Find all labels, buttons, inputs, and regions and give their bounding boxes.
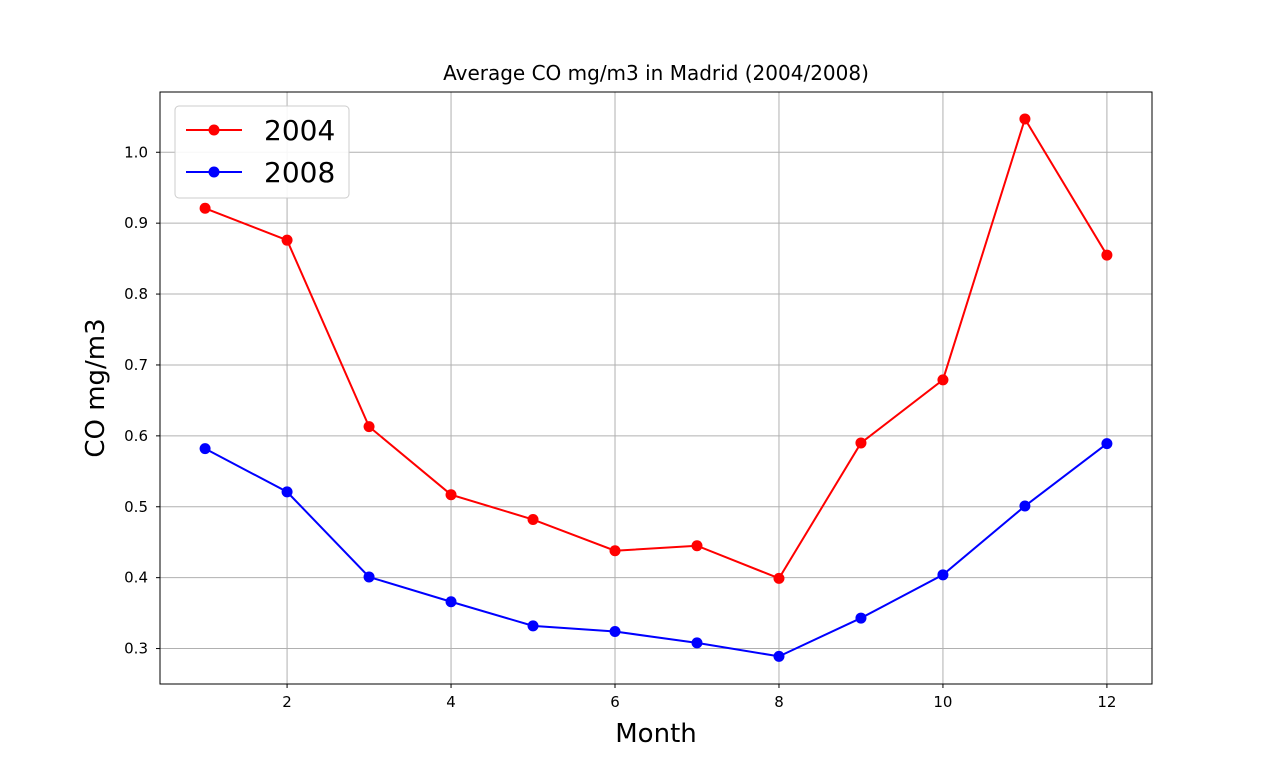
series-2008 — [199, 438, 1113, 662]
data-point-2004 — [691, 540, 703, 552]
data-point-2004 — [609, 545, 621, 557]
data-point-2004 — [1019, 113, 1031, 125]
axis-ticks: 2 4 6 8 10 12 0.3 0.4 0.5 0.6 0.7 0.8 0.9 1.0 — [124, 143, 1116, 711]
data-point-2004 — [445, 489, 457, 501]
data-point-2008 — [445, 596, 457, 608]
y-axis-label: CO mg/m3 — [81, 318, 111, 457]
data-point-2004 — [281, 234, 293, 246]
data-point-2008 — [281, 486, 293, 498]
legend-items: 2004 2008 — [186, 114, 335, 189]
y-tick-label: 0.6 — [124, 427, 148, 445]
data-point-2004 — [1101, 249, 1113, 261]
legend-marker-2004 — [208, 124, 220, 136]
legend: 2004 2008 — [174, 105, 350, 199]
chart-title: Average CO mg/m3 in Madrid (2004/2008) — [443, 61, 869, 85]
series-2004 — [199, 113, 1113, 584]
y-tick-label: 0.8 — [124, 285, 148, 303]
data-point-2008 — [691, 637, 703, 649]
series-line-2008 — [204, 442, 1108, 658]
legend-marker-2008 — [208, 166, 220, 178]
legend-label-2004: 2004 — [264, 114, 335, 147]
y-tick-label: 0.9 — [124, 214, 148, 232]
data-point-2004 — [855, 437, 867, 449]
grid-lines — [160, 92, 1152, 684]
x-tick-label: 8 — [774, 693, 784, 711]
y-tick-label: 0.5 — [124, 498, 148, 516]
plot-frame — [159, 91, 1153, 685]
data-point-2008 — [1101, 438, 1113, 450]
data-point-2008 — [937, 569, 949, 581]
data-point-2004 — [199, 202, 211, 214]
y-tick-label: 1.0 — [124, 143, 148, 161]
data-point-2004 — [937, 374, 949, 386]
y-tick-label: 0.7 — [124, 356, 148, 374]
x-tick-label: 12 — [1097, 693, 1116, 711]
x-axis-label: Month — [615, 719, 697, 749]
data-point-2008 — [363, 571, 375, 583]
data-point-2008 — [527, 620, 539, 632]
series-line-2004 — [204, 116, 1108, 580]
data-point-2008 — [609, 626, 621, 638]
legend-label-2008: 2008 — [264, 156, 335, 189]
data-point-2004 — [527, 514, 539, 526]
data-point-2008 — [855, 612, 867, 624]
data-point-2004 — [363, 421, 375, 433]
data-point-2004 — [773, 572, 785, 584]
y-tick-label: 0.3 — [124, 640, 148, 658]
data-point-2008 — [773, 650, 785, 662]
data-point-2008 — [1019, 500, 1031, 512]
x-tick-label: 6 — [610, 693, 620, 711]
x-tick-label: 4 — [446, 693, 456, 711]
series-layer — [199, 113, 1113, 662]
x-tick-label: 2 — [282, 693, 292, 711]
y-tick-label: 0.4 — [124, 569, 148, 587]
x-tick-label: 10 — [933, 693, 952, 711]
data-point-2008 — [199, 443, 211, 455]
